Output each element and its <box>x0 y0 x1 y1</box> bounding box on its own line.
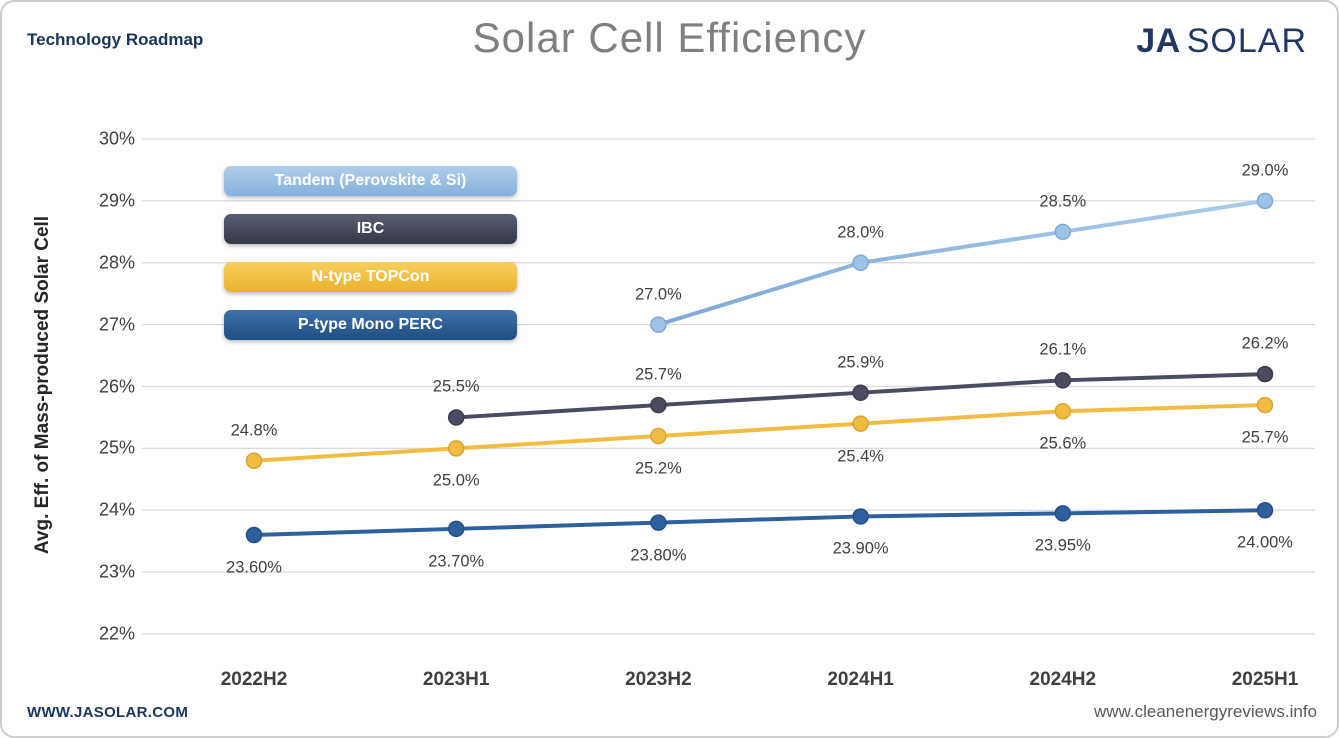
legend-item-3: P-type Mono PERC <box>224 310 517 340</box>
legend-item-0: Tandem (Perovskite & Si) <box>224 166 517 196</box>
logo-solar: SOLAR <box>1186 22 1307 60</box>
data-point <box>1256 396 1274 414</box>
footer-website-right: www.cleanenergyreviews.info <box>1094 702 1317 721</box>
data-point <box>852 508 869 525</box>
data-point <box>1256 365 1274 383</box>
footer-website-left: WWW.JASOLAR.COM <box>27 704 189 721</box>
data-point <box>1054 403 1072 420</box>
data-point <box>1054 372 1072 389</box>
y-axis-title: Avg. Eff. of Mass-produced Solar Cell <box>32 215 53 555</box>
logo-ja: JA <box>1136 22 1181 60</box>
data-point <box>1054 223 1072 241</box>
legend: Tandem (Perovskite & Si) IBC N-type TOPCon… <box>224 166 517 358</box>
data-point <box>245 526 263 544</box>
series-line-3 <box>252 508 1267 537</box>
page-title: Solar Cell Efficiency <box>472 14 867 61</box>
series-line-2 <box>252 403 1267 463</box>
data-point <box>1054 505 1072 522</box>
series-line-0 <box>656 198 1267 327</box>
data-point <box>1256 192 1274 210</box>
data-point <box>650 396 667 414</box>
data-point <box>447 409 465 426</box>
data-point <box>852 415 869 432</box>
data-point <box>447 520 465 538</box>
legend-item-1: IBC <box>224 214 517 244</box>
legend-item-2: N-type TOPCon <box>224 262 517 292</box>
data-point <box>650 316 667 333</box>
data-point <box>650 514 667 531</box>
data-point <box>650 427 667 445</box>
data-point <box>1256 502 1274 519</box>
technology-roadmap-label: Technology Roadmap <box>27 30 204 49</box>
data-point <box>852 254 869 271</box>
data-point <box>447 440 465 457</box>
data-point <box>852 384 869 401</box>
data-point <box>245 452 263 469</box>
ja-solar-logo: JA SOLAR <box>1136 22 1307 61</box>
